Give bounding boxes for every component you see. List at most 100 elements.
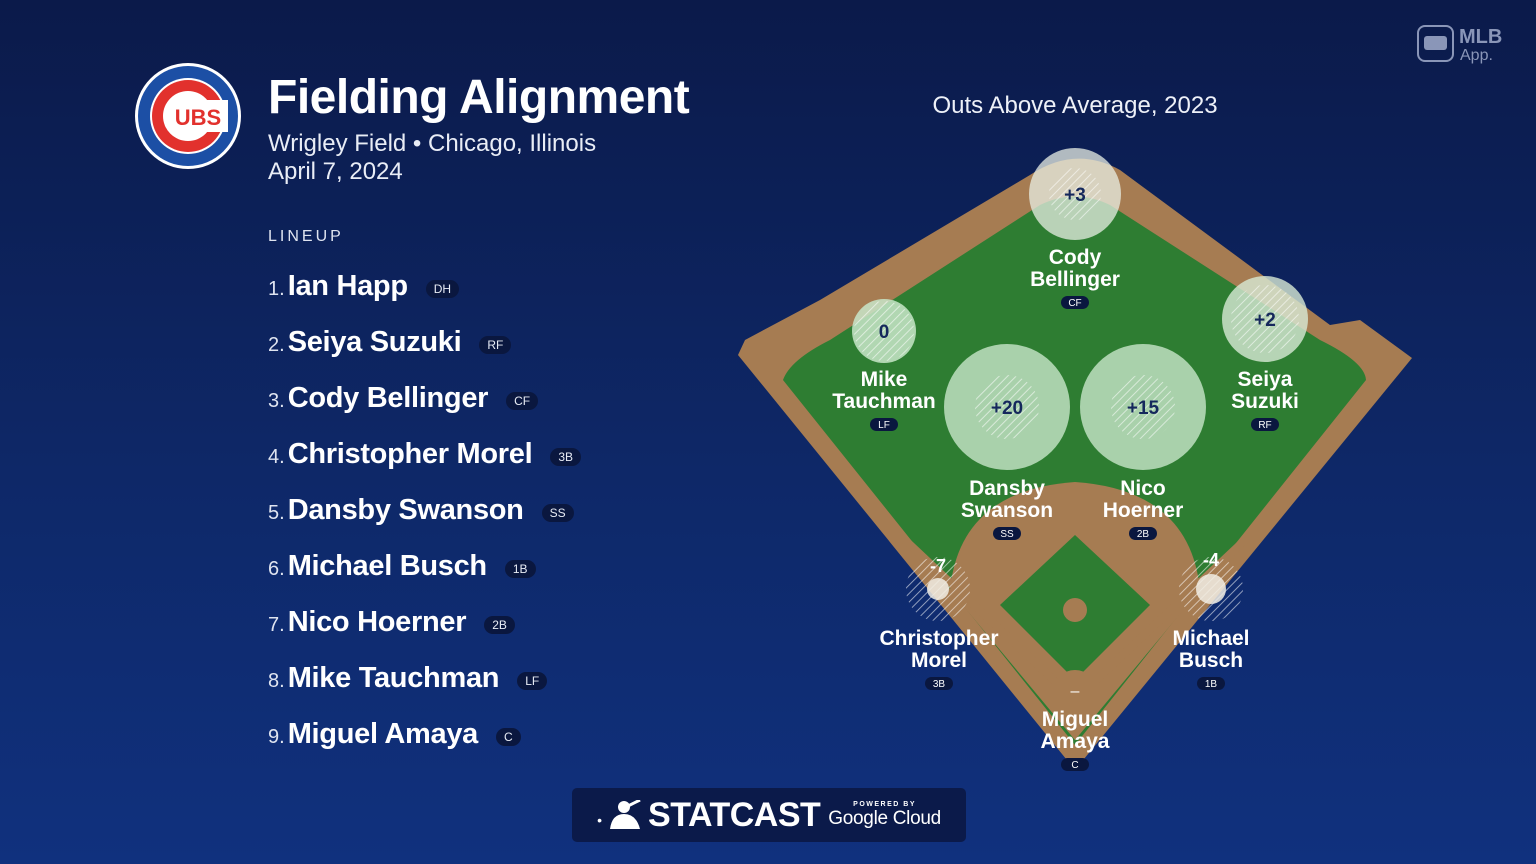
svg-text:Cody: Cody xyxy=(1049,246,1102,269)
lineup-item: 1. Ian Happ DH xyxy=(268,258,581,314)
svg-text:SS: SS xyxy=(1000,529,1014,540)
svg-text:Swanson: Swanson xyxy=(961,499,1053,522)
bubble-1b[interactable]: -4 xyxy=(1179,550,1243,621)
bubble-2b[interactable]: +15 xyxy=(1080,344,1206,470)
page-title: Fielding Alignment xyxy=(268,71,690,124)
player-name: Mike Tauchman xyxy=(287,661,500,694)
svg-text:Mike: Mike xyxy=(861,368,908,391)
svg-text:+2: +2 xyxy=(1254,310,1276,331)
player-name: Cody Bellinger xyxy=(287,381,489,414)
position-badge: LF xyxy=(517,672,548,690)
svg-text:App.: App. xyxy=(1460,47,1493,64)
svg-text:Seiya: Seiya xyxy=(1238,368,1293,391)
label-lf: Mike Tauchman LF xyxy=(832,368,936,431)
player-name: Michael Busch xyxy=(287,549,487,582)
home-plate-circle xyxy=(1053,670,1097,714)
svg-text:Nico: Nico xyxy=(1120,477,1166,500)
player-name: Dansby Swanson xyxy=(287,493,524,526)
batting-order: 4. xyxy=(268,445,285,468)
mlb-app-logo: MLB App. xyxy=(1417,25,1502,64)
batter-silhouette-icon xyxy=(610,800,641,829)
svg-text:+20: +20 xyxy=(991,398,1023,419)
svg-text:CF: CF xyxy=(1068,298,1081,309)
svg-text:-4: -4 xyxy=(1203,550,1219,570)
svg-text:Bellinger: Bellinger xyxy=(1030,268,1120,291)
svg-text:0: 0 xyxy=(879,322,890,343)
batting-order: 6. xyxy=(268,557,285,580)
lineup-item: 8. Mike Tauchman LF xyxy=(268,650,581,706)
bubble-lf[interactable]: 0 xyxy=(852,299,916,363)
svg-text:2B: 2B xyxy=(1137,529,1150,540)
position-badge: RF xyxy=(479,336,512,354)
catcher-value: – xyxy=(1071,683,1080,700)
lineup-item: 6. Michael Busch 1B xyxy=(268,538,581,594)
bubble-ss[interactable]: +20 xyxy=(944,344,1070,470)
svg-text:Amaya: Amaya xyxy=(1041,730,1110,753)
bubble-rf[interactable]: +2 xyxy=(1222,276,1308,362)
lineup-item: 3. Cody Bellinger CF xyxy=(268,370,581,426)
statcast-wordmark: STATCAST xyxy=(648,795,821,834)
position-badge: CF xyxy=(506,392,539,410)
chart-title: Outs Above Average, 2023 xyxy=(932,92,1218,119)
player-name: Nico Hoerner xyxy=(287,605,467,638)
svg-text:Dansby: Dansby xyxy=(969,477,1045,500)
position-badge: DH xyxy=(425,280,460,298)
svg-text:Miguel: Miguel xyxy=(1042,708,1109,731)
label-c: Miguel Amaya C xyxy=(1041,708,1110,771)
svg-text:C: C xyxy=(1071,760,1078,771)
svg-text:Michael: Michael xyxy=(1172,627,1249,650)
svg-text:Suzuki: Suzuki xyxy=(1231,390,1299,413)
lineup-heading: LINEUP xyxy=(268,228,344,245)
label-3b: Christopher Morel 3B xyxy=(879,627,999,690)
cubs-logo: UBS xyxy=(135,63,241,169)
statcast-badge: • STATCAST POWERED BY Google Cloud xyxy=(572,788,966,842)
svg-text:UBS: UBS xyxy=(175,105,221,130)
outfield-grass xyxy=(783,196,1366,745)
player-name: Christopher Morel xyxy=(287,437,533,470)
batting-order: 5. xyxy=(268,501,285,524)
player-name: Seiya Suzuki xyxy=(287,325,462,358)
dot-icon: • xyxy=(597,812,603,828)
svg-text:MLB: MLB xyxy=(1459,26,1502,48)
batting-order: 1. xyxy=(268,277,285,300)
batting-order: 8. xyxy=(268,669,285,692)
batting-order: 7. xyxy=(268,613,285,636)
svg-text:1B: 1B xyxy=(1205,679,1218,690)
batting-order: 2. xyxy=(268,333,285,356)
google-cloud-mark: POWERED BY Google Cloud xyxy=(828,800,941,829)
label-1b: Michael Busch 1B xyxy=(1172,627,1250,690)
lineup-item: 2. Seiya Suzuki RF xyxy=(268,314,581,370)
game-date: April 7, 2024 xyxy=(268,158,403,185)
position-badge: C xyxy=(496,728,521,746)
label-cf: Cody Bellinger CF xyxy=(1030,246,1120,309)
bubble-cf[interactable]: +3 xyxy=(1029,148,1121,240)
position-badge: 1B xyxy=(504,560,536,578)
svg-text:Christopher: Christopher xyxy=(879,627,998,650)
player-name: Ian Happ xyxy=(287,269,408,302)
position-badge: SS xyxy=(541,504,574,522)
batting-order: 3. xyxy=(268,389,285,412)
venue: Wrigley Field • Chicago, Illinois xyxy=(268,130,597,157)
svg-text:RF: RF xyxy=(1258,420,1271,431)
svg-text:+3: +3 xyxy=(1064,185,1086,206)
lineup-list: 1. Ian Happ DH 2. Seiya Suzuki RF 3. Cody Bel… xyxy=(268,258,582,762)
svg-text:Morel: Morel xyxy=(911,649,967,672)
svg-text:Tauchman: Tauchman xyxy=(832,390,935,413)
pitchers-mound xyxy=(1063,598,1087,622)
svg-text:Hoerner: Hoerner xyxy=(1103,499,1184,522)
bubble-3b[interactable]: -7 xyxy=(906,556,970,621)
svg-text:Busch: Busch xyxy=(1179,649,1243,672)
svg-text:+15: +15 xyxy=(1127,398,1160,419)
game-info: Wrigley Field • Chicago, Illinois April … xyxy=(268,130,596,186)
batting-order: 9. xyxy=(268,725,285,748)
label-ss: Dansby Swanson SS xyxy=(961,477,1053,540)
position-badge: 2B xyxy=(484,616,515,634)
label-rf: Seiya Suzuki RF xyxy=(1231,368,1299,431)
svg-text:-7: -7 xyxy=(930,556,946,576)
label-2b: Nico Hoerner 2B xyxy=(1103,477,1184,540)
lineup-item: 9. Miguel Amaya C xyxy=(268,706,581,762)
player-name: Miguel Amaya xyxy=(287,717,479,750)
lineup-item: 5. Dansby Swanson SS xyxy=(268,482,581,538)
position-badge: 3B xyxy=(550,448,582,466)
